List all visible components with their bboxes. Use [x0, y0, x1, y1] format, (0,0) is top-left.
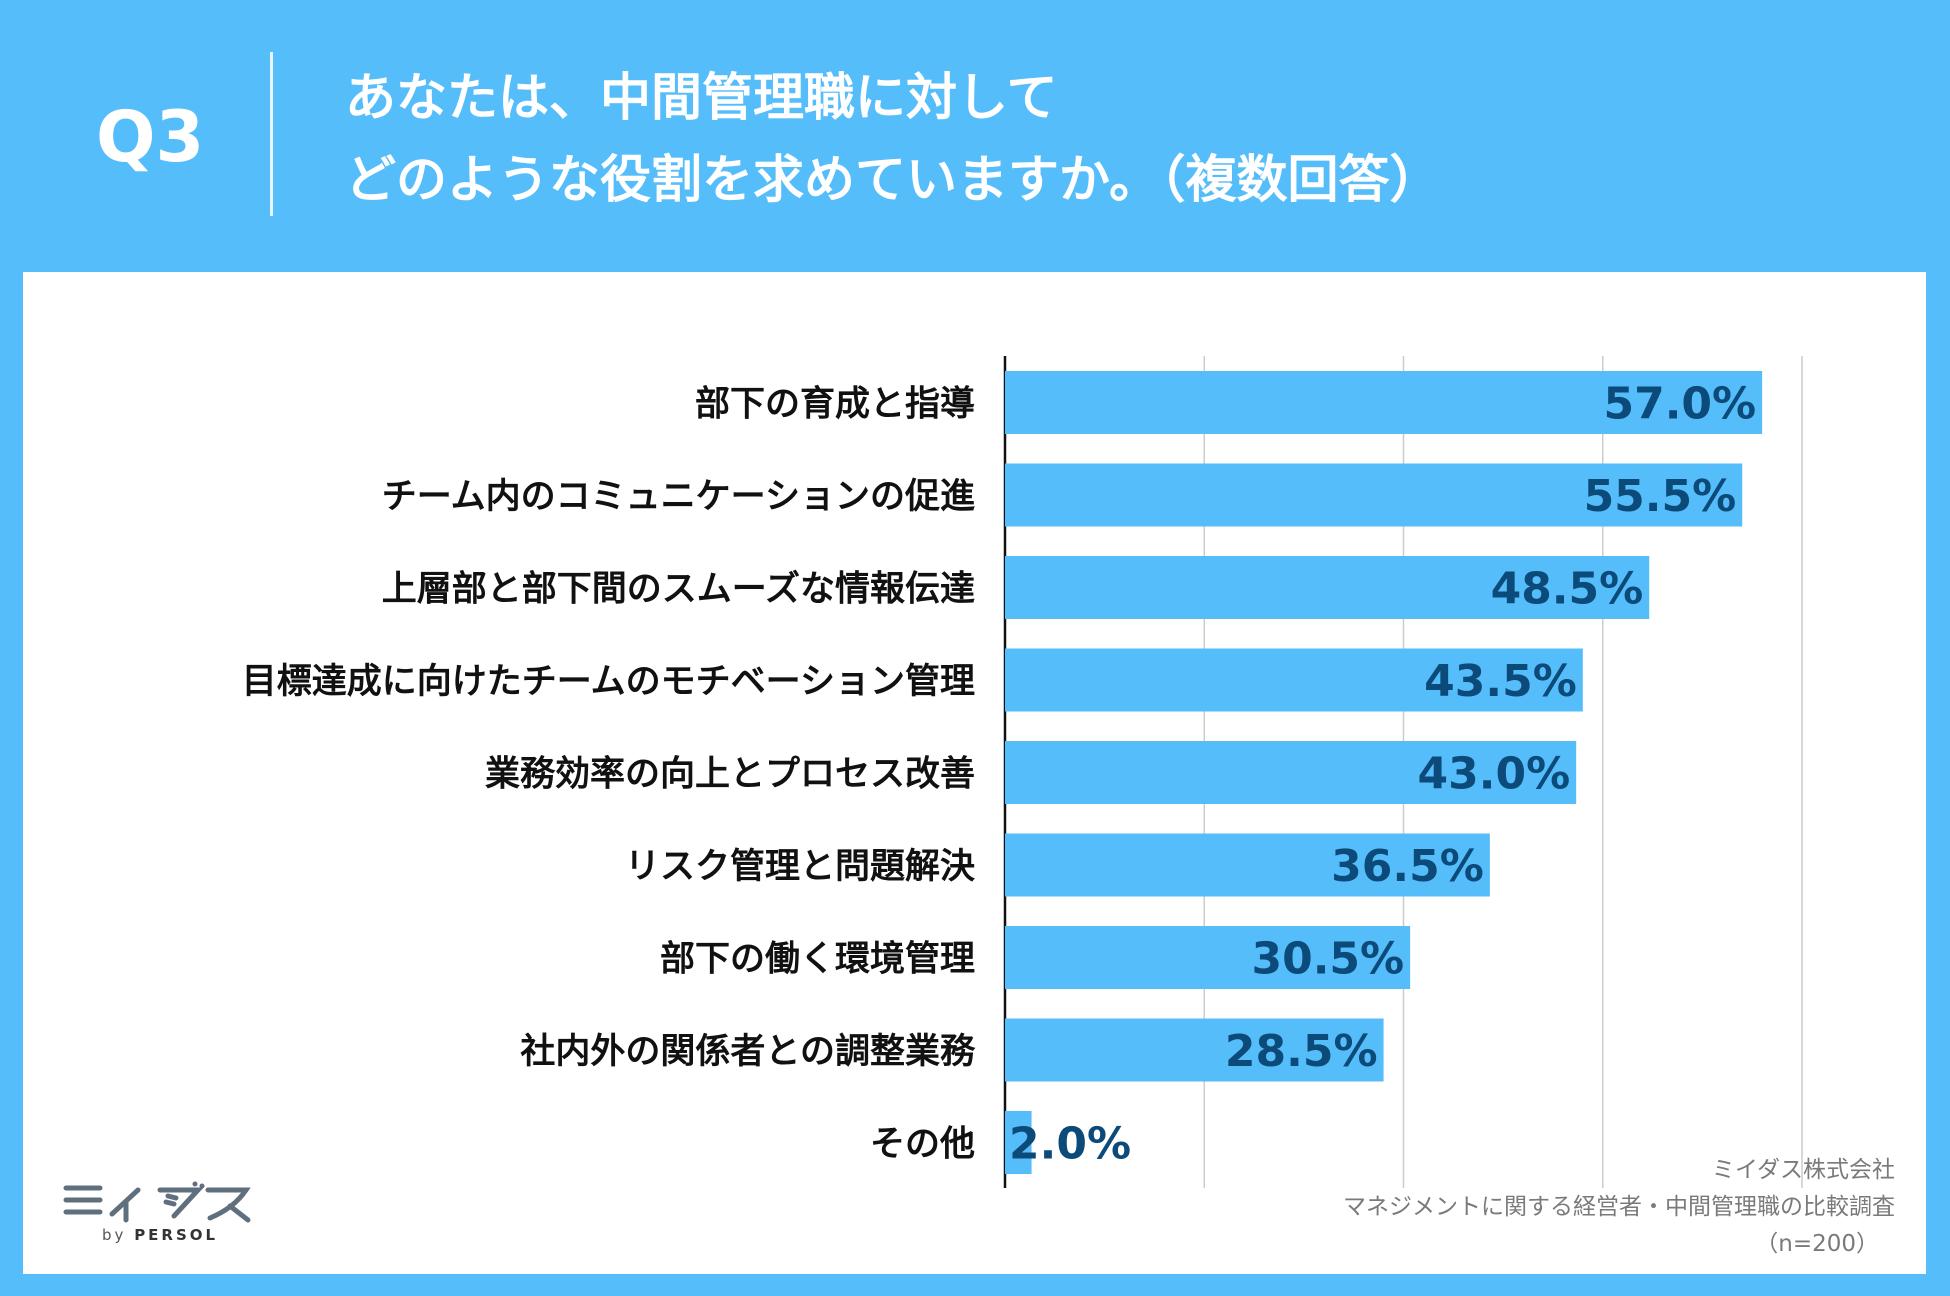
chart-panel: [23, 272, 1926, 1274]
category-label-8: その他: [870, 1125, 975, 1165]
bar-2: [1005, 556, 1650, 619]
header-divider: [270, 52, 273, 216]
value-label-5: 36.5%: [1331, 841, 1484, 892]
bar-3: [1005, 648, 1583, 712]
title-line-2: どのような役割を求めていますか。（複数回答）: [345, 151, 1441, 210]
miidas-wordmark-icon: [63, 1181, 251, 1223]
bar-7: [1005, 1018, 1384, 1082]
bar-8: [1005, 1111, 1032, 1174]
source-note: ミイダス株式会社 マネジメントに関する経営者・中間管理職の比較調査 （n=200…: [1195, 1152, 1895, 1263]
label-layer: 部下の育成と指導 57.0% チーム内のコミュニケーションの促進 55.5% 上層部と部…: [242, 379, 1756, 1170]
source-company: ミイダス株式会社: [1711, 1157, 1895, 1183]
miidas-logo: by PERSOL: [62, 1180, 292, 1255]
bar-1: [1005, 463, 1743, 527]
bar-0: [1005, 371, 1763, 434]
value-label-0: 57.0%: [1603, 379, 1756, 430]
logo-by-text: by: [102, 1226, 127, 1244]
category-label-1: チーム内のコミュニケーションの促進: [382, 477, 975, 517]
category-label-0: 部下の育成と指導: [695, 385, 975, 425]
bar-layer: [1005, 371, 1763, 1174]
category-label-7: 社内外の関係者との調整業務: [520, 1032, 976, 1072]
header: Q3 あなたは、中間管理職に対して どのような役割を求めていますか。（複数回答）: [0, 0, 1950, 272]
source-sample-size: （n=200）: [1755, 1231, 1879, 1257]
bar-6: [1005, 926, 1411, 989]
title-line-1: あなたは、中間管理職に対して: [345, 69, 1058, 128]
category-label-3: 目標達成に向けたチームのモチベーション管理: [242, 662, 975, 702]
category-label-6: 部下の働く環境管理: [660, 940, 975, 980]
category-label-5: リスク管理と問題解決: [625, 847, 975, 887]
value-label-2: 48.5%: [1491, 564, 1644, 615]
logo-parent: PERSOL: [134, 1226, 219, 1244]
value-label-1: 55.5%: [1584, 471, 1737, 522]
bar-5: [1005, 833, 1490, 897]
value-label-4: 43.0%: [1418, 749, 1571, 800]
logo-byline: by PERSOL: [102, 1226, 292, 1244]
page-title: あなたは、中間管理職に対して どのような役割を求めていますか。（複数回答）: [345, 58, 1925, 222]
category-label-2: 上層部と部下間のスムーズな情報伝達: [382, 569, 975, 610]
category-label-4: 業務効率の向上とプロセス改善: [485, 755, 975, 795]
question-number: Q3: [96, 96, 205, 178]
value-label-6: 30.5%: [1251, 934, 1404, 985]
value-label-8: 2.0%: [1009, 1119, 1131, 1170]
value-label-3: 43.5%: [1424, 656, 1577, 707]
bar-4: [1005, 741, 1577, 804]
value-label-7: 28.5%: [1225, 1026, 1378, 1077]
source-survey: マネジメントに関する経営者・中間管理職の比較調査: [1343, 1194, 1895, 1220]
